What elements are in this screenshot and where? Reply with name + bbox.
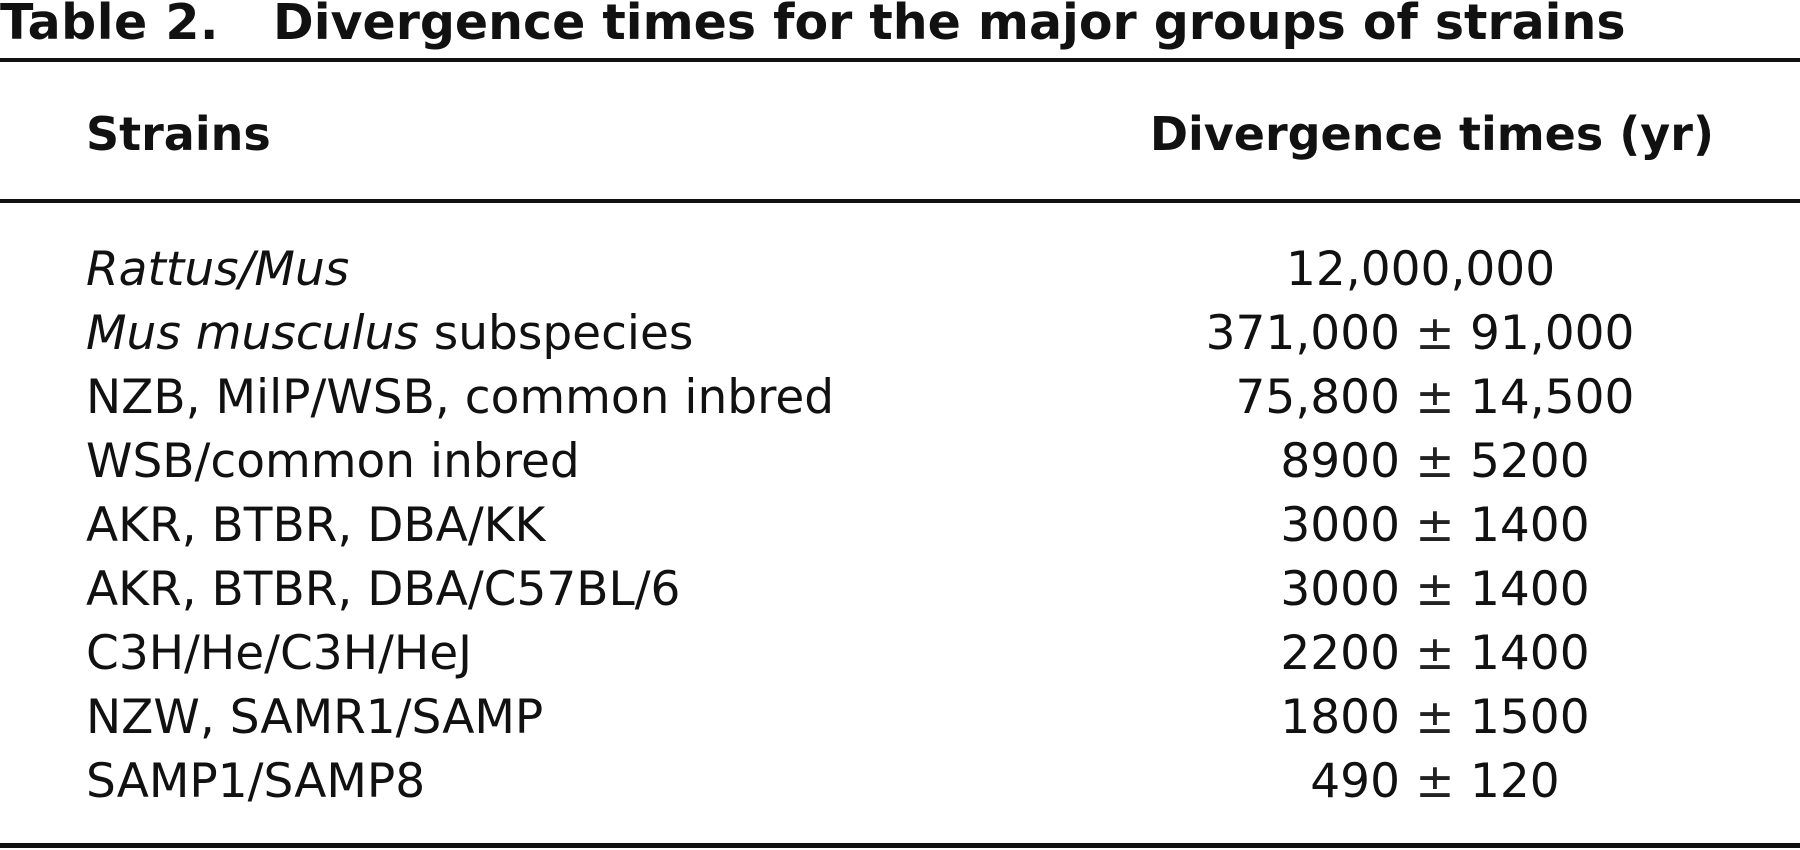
divergence-error: 1500 [1470, 690, 1590, 745]
table-row: NZB, MilP/WSB, common inbred 75,800 ±14,5… [0, 366, 1800, 430]
divergence-cell: 371,000 ±91,000 [1150, 302, 1635, 366]
divergence-value: 3000 [1280, 562, 1400, 617]
divergence-cell: 2200 ±1400 [1150, 622, 1590, 686]
header-rule [0, 199, 1800, 203]
strain-cell: C3H/He/C3H/HeJ [86, 622, 472, 686]
strain-cell: SAMP1/SAMP8 [86, 750, 425, 814]
divergence-cell: 3000 ±1400 [1150, 494, 1590, 558]
divergence-value: 371,000 [1205, 306, 1400, 361]
strain-cell: Rattus/Mus [86, 238, 349, 302]
table-row: AKR, BTBR, DBA/C57BL/6 3000 ±1400 [0, 558, 1800, 622]
divergence-value: 8900 [1280, 434, 1400, 489]
divergence-error: 1400 [1470, 626, 1590, 681]
table-body: Rattus/Mus 12,000,000 Mus musculus subsp… [0, 238, 1800, 814]
strain-text: SAMP1/SAMP8 [86, 754, 426, 809]
strain-text: NZW, SAMR1/SAMP [86, 690, 544, 745]
strain-cell: Mus musculus subspecies [86, 302, 693, 366]
divergence-value: 12,000,000 [1286, 242, 1556, 297]
table-title: Divergence times for the major groups of… [273, 0, 1626, 51]
strain-cell: WSB/common inbred [86, 430, 580, 494]
strain-cell: NZW, SAMR1/SAMP [86, 686, 543, 750]
plus-minus-sign: ± [1415, 562, 1455, 617]
table-row: SAMP1/SAMP8 490 ±120 [0, 750, 1800, 814]
divergence-value: 75,800 [1235, 370, 1400, 425]
strain-italic: Mus musculus [86, 306, 419, 361]
divergence-cell: 75,800 ±14,500 [1150, 366, 1635, 430]
plus-minus-sign: ± [1415, 690, 1455, 745]
divergence-value: 2200 [1280, 626, 1400, 681]
table-row: Mus musculus subspecies 371,000 ±91,000 [0, 302, 1800, 366]
table-number: Table 2. [0, 0, 220, 51]
plus-minus-sign: ± [1415, 498, 1455, 553]
plus-minus-sign: ± [1415, 626, 1455, 681]
plus-minus-sign: ± [1415, 306, 1455, 361]
table-row: C3H/He/C3H/HeJ 2200 ±1400 [0, 622, 1800, 686]
plus-minus-sign: ± [1415, 434, 1455, 489]
bottom-rule [0, 843, 1800, 848]
strain-text: AKR, BTBR, DBA/C57BL/6 [86, 562, 681, 617]
plus-minus-sign: ± [1415, 370, 1455, 425]
divergence-cell: 1800 ±1500 [1150, 686, 1590, 750]
strain-cell: AKR, BTBR, DBA/KK [86, 494, 545, 558]
divergence-error: 5200 [1470, 434, 1590, 489]
top-rule [0, 58, 1800, 62]
column-header-divergence: Divergence times (yr) [1149, 107, 1714, 161]
divergence-cell: 3000 ±1400 [1150, 558, 1590, 622]
divergence-cell: 490 ±120 [1150, 750, 1560, 814]
divergence-error: 120 [1470, 754, 1560, 809]
table-row: NZW, SAMR1/SAMP 1800 ±1500 [0, 686, 1800, 750]
column-header-strains: Strains [86, 107, 271, 161]
plus-minus-sign: ± [1415, 754, 1455, 809]
strain-text: AKR, BTBR, DBA/KK [86, 498, 546, 553]
table-row: Rattus/Mus 12,000,000 [0, 238, 1800, 302]
strain-text: NZB, MilP/WSB, common inbred [86, 370, 835, 425]
divergence-value: 1800 [1280, 690, 1400, 745]
strain-text: WSB/common inbred [86, 434, 580, 489]
table-row: WSB/common inbred 8900 ±5200 [0, 430, 1800, 494]
strain-italic: Rattus/Mus [86, 242, 350, 297]
divergence-error: 1400 [1470, 498, 1590, 553]
table-row: AKR, BTBR, DBA/KK 3000 ±1400 [0, 494, 1800, 558]
strain-text: subspecies [418, 306, 694, 361]
divergence-value: 3000 [1280, 498, 1400, 553]
divergence-error: 14,500 [1470, 370, 1635, 425]
divergence-error: 91,000 [1470, 306, 1635, 361]
divergence-error: 1400 [1470, 562, 1590, 617]
divergence-value: 490 [1310, 754, 1400, 809]
strain-text: C3H/He/C3H/HeJ [86, 626, 473, 681]
divergence-cell: 8900 ±5200 [1150, 430, 1590, 494]
strain-cell: AKR, BTBR, DBA/C57BL/6 [86, 558, 680, 622]
table-caption: Table 2. Divergence times for the major g… [0, 0, 1626, 50]
strain-cell: NZB, MilP/WSB, common inbred [86, 366, 834, 430]
